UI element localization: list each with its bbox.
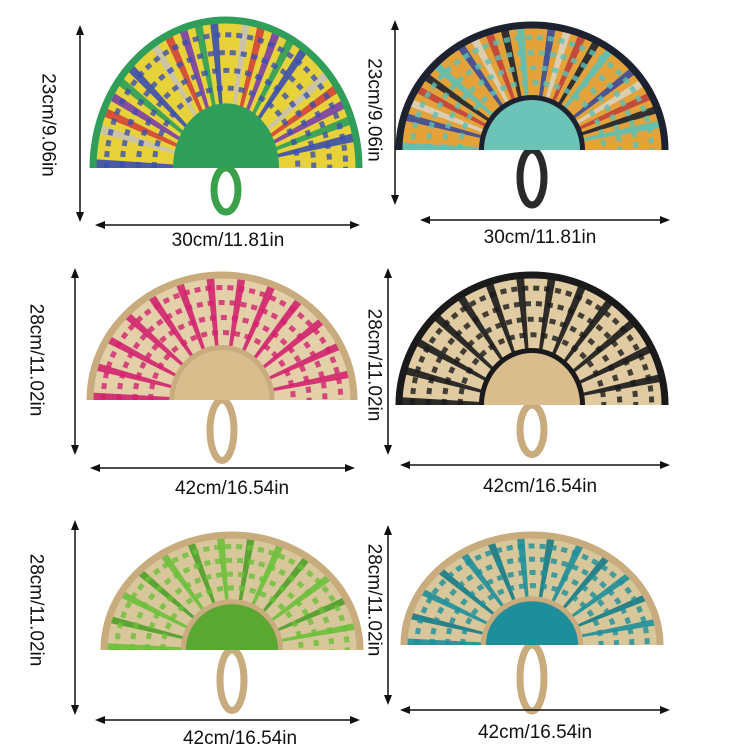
- fan-weave-ring: [132, 315, 312, 401]
- arrowhead-icon: [660, 706, 670, 714]
- arrowhead-icon: [384, 525, 392, 535]
- width-label-4: 42cm/16.54in: [482, 476, 598, 497]
- fan-weave-ring: [425, 301, 639, 406]
- fan-weave-ring: [445, 569, 619, 646]
- fan-weave-ring: [409, 35, 655, 151]
- fan-weave-ring: [119, 50, 333, 169]
- arrowhead-icon: [384, 695, 392, 705]
- fan-weave-ring: [100, 285, 344, 401]
- fan-weave-ring: [151, 85, 301, 169]
- arrowhead-icon: [400, 461, 410, 469]
- height-label-5: 28cm/11.02in: [25, 553, 47, 667]
- fan-frame: [400, 531, 664, 646]
- fan-weave-ring: [114, 544, 350, 651]
- arrowhead-icon: [76, 25, 84, 35]
- arrowhead-icon: [76, 212, 84, 222]
- height-label-2: 23cm/9.06in: [363, 58, 385, 162]
- fan-weave-ring: [116, 300, 328, 401]
- arrowhead-icon: [391, 20, 399, 30]
- fan-inner-frame: [480, 596, 584, 646]
- height-label-1: 23cm/9.06in: [37, 73, 59, 177]
- width-label-5: 42cm/16.54in: [182, 728, 298, 749]
- fan-inner-frame: [172, 103, 280, 169]
- fan-handle: [516, 146, 548, 209]
- height-label-4: 28cm/11.02in: [363, 308, 385, 422]
- fan-inner-frame: [180, 599, 284, 651]
- height-label-3: 28cm/11.02in: [25, 303, 47, 417]
- arrowhead-icon: [71, 268, 79, 278]
- fan-inner: [183, 601, 281, 650]
- width-label-6: 42cm/16.54in: [477, 722, 593, 743]
- arrowhead-icon: [420, 216, 430, 224]
- fan-inner: [171, 347, 273, 400]
- fan-inner-frame: [478, 347, 586, 406]
- arrowhead-icon: [71, 445, 79, 455]
- fan-frame: [89, 16, 363, 169]
- fan-inner: [175, 105, 277, 168]
- arrowhead-icon: [384, 268, 392, 278]
- fan-handle: [216, 646, 248, 714]
- arrowhead-icon: [95, 221, 105, 229]
- height-label-6: 28cm/11.02in: [363, 543, 385, 657]
- arrowhead-icon: [71, 520, 79, 530]
- arrowhead-icon: [391, 195, 399, 205]
- fan-frame: [395, 21, 669, 151]
- fan-weave-ring: [135, 67, 317, 169]
- fan-weave-ring: [145, 571, 319, 651]
- arrowhead-icon: [350, 716, 360, 724]
- fan-inner-frame: [169, 345, 275, 401]
- arrowhead-icon: [400, 706, 410, 714]
- arrowhead-icon: [660, 216, 670, 224]
- fan-weave-ring: [441, 65, 623, 151]
- fan-1: [89, 16, 363, 216]
- arrowhead-icon: [350, 221, 360, 229]
- fan-inner-frame: [478, 95, 586, 151]
- fan-weave-ring: [160, 585, 304, 651]
- fan-weave-ring: [441, 316, 623, 406]
- arrowhead-icon: [384, 445, 392, 455]
- width-label-2: 30cm/11.81in: [483, 227, 597, 248]
- fan-weave-ring: [457, 80, 607, 151]
- fan-weave-ring: [429, 556, 635, 646]
- arrowhead-icon: [660, 461, 670, 469]
- fan-5: [100, 531, 364, 714]
- fan-2: [395, 21, 669, 209]
- fan-handle: [516, 401, 548, 458]
- fan-weave-ring: [409, 285, 655, 406]
- width-label-1: 30cm/11.81in: [171, 230, 285, 251]
- fan-weave-ring: [460, 583, 604, 646]
- fan-weave-ring: [457, 332, 607, 406]
- arrowhead-icon: [345, 464, 355, 472]
- arrowhead-icon: [71, 705, 79, 715]
- fan-frame: [100, 531, 364, 651]
- fan-inner: [483, 598, 581, 645]
- fan-3: [86, 271, 358, 464]
- arrowhead-icon: [95, 716, 105, 724]
- fan-weave-ring: [425, 50, 639, 151]
- width-label-3: 42cm/16.54in: [174, 478, 290, 499]
- fan-weave-ring: [103, 32, 349, 169]
- fan-frame: [86, 271, 358, 401]
- fan-inner: [481, 350, 583, 405]
- fan-handle: [210, 164, 242, 216]
- fan-handle: [516, 641, 548, 715]
- fan-weave-ring: [414, 543, 650, 646]
- fan-inner: [481, 97, 583, 150]
- fan-frame: [395, 271, 669, 406]
- fan-handle: [206, 396, 238, 464]
- fan-4: [395, 271, 669, 458]
- arrowhead-icon: [90, 464, 100, 472]
- fan-weave-ring: [129, 557, 335, 651]
- fan-6: [400, 531, 664, 715]
